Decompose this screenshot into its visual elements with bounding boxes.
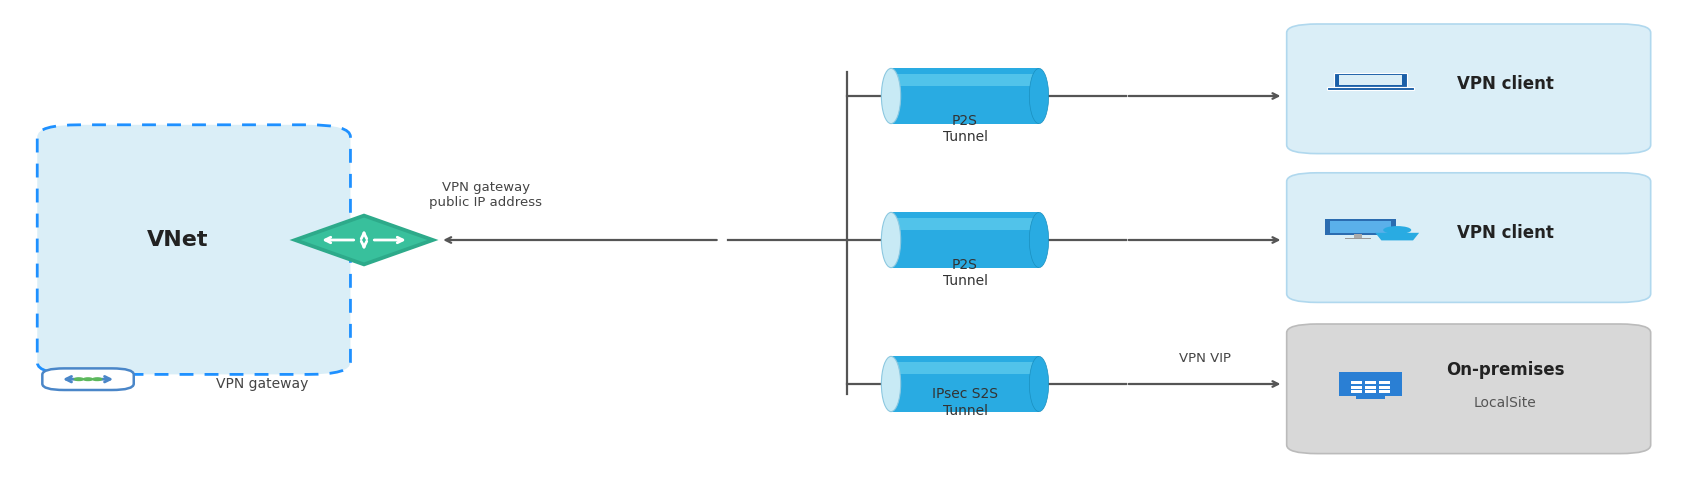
Polygon shape [1375,233,1419,240]
Bar [1351,381,1361,384]
Bar [891,68,1040,123]
Bar [1365,390,1376,393]
Bar [1365,385,1376,389]
Ellipse shape [882,68,901,124]
Bar [1339,75,1402,85]
Bar [1356,396,1385,398]
Bar [891,218,1040,230]
Bar [1334,73,1407,87]
Text: VPN client: VPN client [1456,224,1554,242]
Bar [1326,219,1397,235]
FancyBboxPatch shape [1287,324,1651,454]
FancyBboxPatch shape [37,125,350,374]
Ellipse shape [882,212,901,268]
Polygon shape [301,217,427,263]
Ellipse shape [1029,68,1048,124]
Ellipse shape [882,356,901,411]
Bar [1351,390,1361,393]
Text: IPsec S2S
Tunnel: IPsec S2S Tunnel [933,387,997,418]
FancyBboxPatch shape [1287,24,1651,154]
Ellipse shape [1029,212,1048,268]
FancyBboxPatch shape [42,369,134,390]
Bar [1331,221,1392,233]
Circle shape [74,378,83,381]
Bar [1365,381,1376,384]
Bar [1346,238,1371,240]
Text: On-premises: On-premises [1446,360,1564,379]
Text: VPN gateway
public IP address: VPN gateway public IP address [430,181,542,209]
Bar [1327,87,1414,90]
Bar [891,74,1040,86]
Bar [891,356,1040,411]
Circle shape [1383,226,1412,234]
Bar [1354,234,1363,239]
Bar [891,362,1040,374]
Text: LocalSite: LocalSite [1473,396,1537,410]
Bar [1378,390,1390,393]
Bar [1351,385,1361,389]
FancyBboxPatch shape [1287,173,1651,302]
Text: VPN gateway: VPN gateway [217,377,308,391]
Text: P2S
Tunnel: P2S Tunnel [943,114,987,144]
Polygon shape [290,214,438,266]
Bar [1378,385,1390,389]
Bar [1378,381,1390,384]
Bar [891,212,1040,268]
Text: VPN VIP: VPN VIP [1178,352,1231,365]
Ellipse shape [1029,356,1048,411]
Text: VPN client: VPN client [1456,75,1554,93]
Bar [1339,372,1402,396]
Text: P2S
Tunnel: P2S Tunnel [943,258,987,288]
Text: VNet: VNet [147,230,208,250]
Circle shape [93,378,102,381]
Circle shape [83,378,93,381]
